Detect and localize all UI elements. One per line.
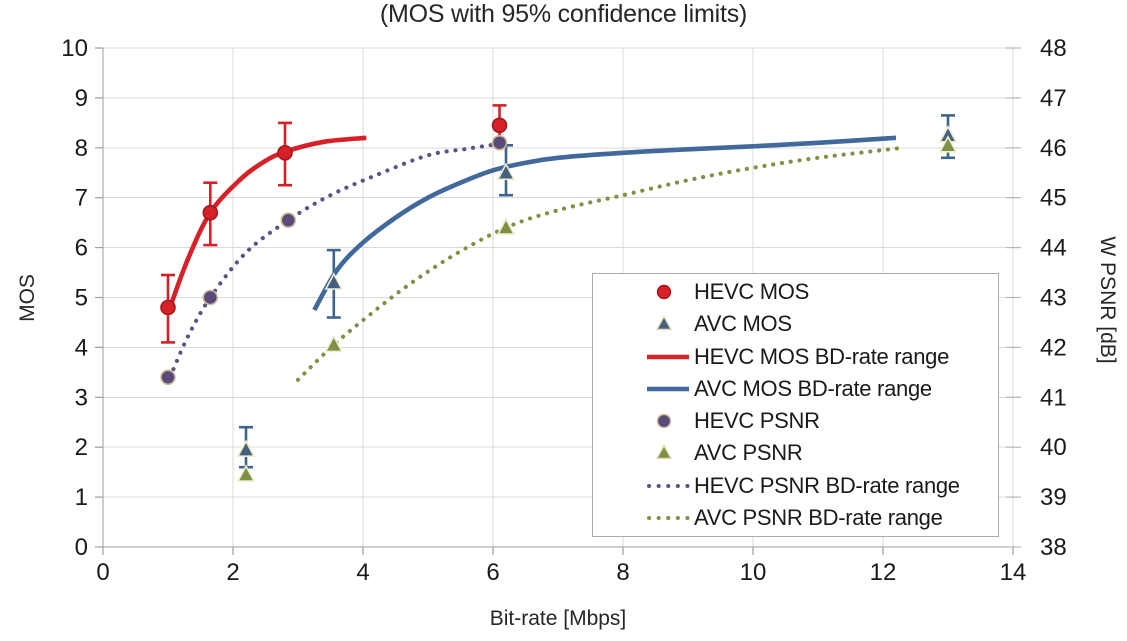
hevc-mos-bd-rate-range-curve (167, 135, 367, 309)
legend-item-label: AVC PSNR (694, 440, 803, 466)
avc-mos-point (236, 439, 256, 458)
legend-item: AVC MOS BD-rate range (593, 373, 998, 404)
legend-item: HEVC MOS BD-rate range (593, 341, 998, 372)
y-right-tick-label: 48 (1040, 35, 1067, 62)
y-left-tick-label: 2 (75, 434, 88, 461)
y-left-tick-label: 9 (75, 85, 88, 112)
hevc-psnr-point (160, 369, 176, 386)
line-legend-marker-icon (647, 386, 689, 392)
x-tick-label: 14 (1000, 559, 1027, 586)
hevc-mos-point (277, 145, 293, 161)
y-left-tick-label: 5 (75, 285, 88, 312)
circle-legend-marker-icon (656, 284, 672, 300)
y-left-tick-label: 0 (75, 534, 88, 561)
x-tick-label: 6 (486, 559, 499, 586)
y-left-tick-label: 4 (75, 334, 88, 361)
dotted-legend-marker-icon (647, 483, 690, 488)
hevc-psnr-point (491, 135, 508, 151)
y-right-tick-label: 40 (1040, 434, 1067, 461)
y-right-tick-label: 44 (1040, 235, 1067, 262)
legend-item-label: AVC MOS (694, 311, 792, 337)
legend-item-label: HEVC MOS BD-rate range (694, 343, 950, 369)
avc-mos-point (324, 272, 344, 290)
y-right-tick-label: 38 (1040, 534, 1067, 561)
hevc-psnr-point (280, 212, 297, 228)
avc-mos-bd-rate-range-curve (312, 135, 897, 312)
x-tick-label: 0 (96, 559, 109, 586)
circle-legend-marker-icon (656, 413, 672, 429)
dotted-legend-marker-icon (647, 515, 690, 520)
legend-item: AVC PSNR BD-rate range (593, 502, 998, 533)
chart-title: (MOS with 95% confidence limits) (379, 0, 748, 28)
legend-item-label: AVC MOS BD-rate range (694, 375, 932, 401)
y-right-tick-label: 43 (1040, 285, 1067, 312)
line-legend-marker-icon (647, 354, 689, 359)
x-tick-label: 8 (616, 559, 629, 586)
y-axis-label-left: MOS (16, 274, 39, 322)
y-left-tick-label: 3 (75, 384, 88, 411)
x-tick-label: 12 (870, 559, 897, 586)
y-right-tick-label: 46 (1040, 135, 1067, 162)
hevc-mos-point (160, 299, 176, 316)
avc-psnr-point (938, 135, 958, 153)
x-tick-label: 2 (226, 559, 239, 586)
chart-legend: HEVC MOS AVC MOS HEVC MOS BD-rate range AVC… (592, 273, 999, 537)
y-axis-label-right: W PSNR [dB] (1096, 236, 1119, 364)
y-left-tick-label: 1 (75, 484, 88, 511)
x-tick-label: 10 (740, 559, 767, 586)
hevc-psnr-bd-rate-range-curve (167, 141, 502, 380)
legend-item-label: AVC PSNR BD-rate range (694, 504, 943, 530)
legend-item-label: HEVC MOS (694, 279, 809, 305)
legend-item: HEVC PSNR (593, 406, 998, 437)
avc-psnr-point (496, 217, 516, 235)
y-right-tick-label: 41 (1040, 384, 1067, 411)
avc-psnr-point (324, 334, 344, 353)
legend-item: HEVC MOS (593, 277, 998, 308)
legend-item-label: HEVC PSNR BD-rate range (694, 472, 960, 498)
y-left-tick-label: 10 (61, 35, 88, 62)
legend-item: AVC PSNR (593, 438, 998, 469)
x-tick-label: 4 (356, 559, 369, 586)
y-right-tick-label: 47 (1040, 85, 1067, 112)
hevc-mos-point (491, 117, 508, 134)
avc-psnr-point (236, 464, 256, 482)
hevc-mos-point (202, 204, 219, 221)
avc-mos-point (496, 162, 516, 181)
triangle-legend-marker-icon (655, 315, 673, 331)
y-left-tick-label: 7 (75, 185, 88, 212)
legend-item: AVC MOS (593, 309, 998, 340)
avc-psnr-bd-rate-range-curve (295, 145, 905, 382)
legend-item: HEVC PSNR BD-rate range (593, 470, 998, 501)
y-right-tick-label: 45 (1040, 185, 1067, 212)
x-axis-label: Bit-rate [Mbps] (489, 607, 627, 630)
y-right-tick-label: 39 (1040, 484, 1067, 511)
legend-item-label: HEVC PSNR (694, 408, 820, 434)
y-left-tick-label: 6 (75, 235, 88, 262)
hevc-psnr-point (202, 289, 219, 306)
triangle-legend-marker-icon (655, 444, 673, 460)
y-right-tick-label: 42 (1040, 334, 1067, 361)
y-left-tick-label: 8 (75, 135, 88, 162)
